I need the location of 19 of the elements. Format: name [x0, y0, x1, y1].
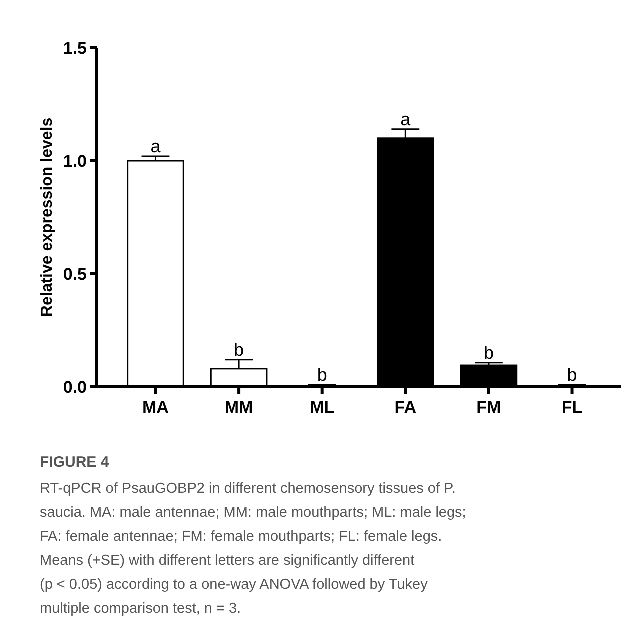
- x-tick-label: MM: [224, 398, 254, 417]
- text: RT-qPCR of PsauGOBP2 in different chemosensory tissues of P. saucia. MA: male antennae; MM: male mouthparts; ML: male legs; FA: female antennae; FM: female mouthparts; FL: female legs. Means (+SE) with different letters are significantly different (p < 0.05) according to a one-way ANOVA followed by Tukey multiple comparison test, n = 3.: [40, 481, 466, 617]
- annotation: a: [150, 136, 162, 156]
- annotation: b: [484, 342, 494, 363]
- x-tick-label: ML: [310, 398, 335, 417]
- caption: FIGURE 4: [40, 454, 110, 471]
- y-tick-label: 1.0: [63, 152, 87, 171]
- x-tick-label: FM: [476, 398, 502, 417]
- annotation: b: [317, 365, 328, 386]
- x-tick-label: FL: [562, 398, 583, 417]
- x-tick-label: FA: [394, 398, 417, 417]
- annotation: b: [234, 340, 244, 360]
- x-tick-label: MA: [142, 398, 169, 417]
- annotation: a: [400, 109, 412, 130]
- y-axis-title: Relative expression levels: [39, 118, 56, 318]
- annotation: b: [567, 365, 578, 386]
- y-tick-label: 0.5: [63, 264, 87, 284]
- y-tick-label: 1.5: [63, 38, 87, 58]
- y-tick-label: 0.0: [63, 378, 87, 397]
